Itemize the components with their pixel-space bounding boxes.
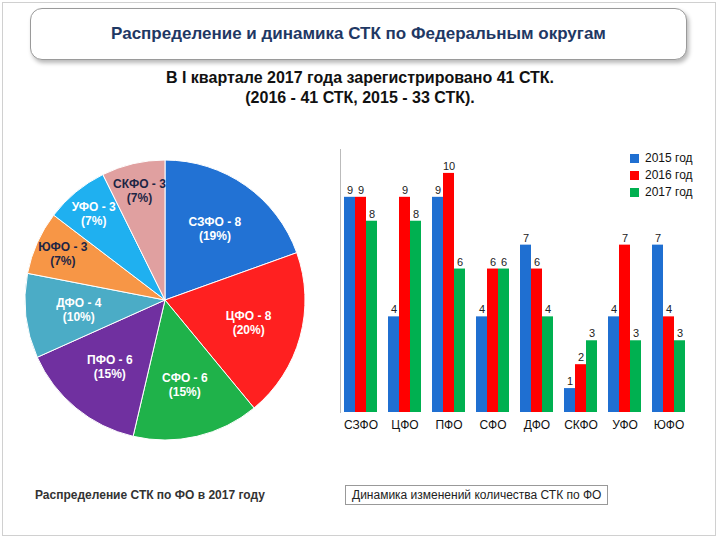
- svg-text:9: 9: [358, 184, 364, 196]
- svg-text:6: 6: [490, 256, 496, 268]
- svg-text:7: 7: [622, 232, 628, 244]
- html-text:2017 год: 2017 год: [645, 185, 693, 199]
- svg-text:ЮФО - 3(7%): ЮФО - 3(7%): [38, 240, 88, 268]
- svg-text:СКФО: СКФО: [564, 418, 598, 432]
- html-text:(2016 - 41 СТК, 2015 - 33 СТК): (2016 - 41 СТК, 2015 - 33 СТК).: [245, 89, 475, 106]
- html-text:Распределение и динамика СТК п: Распределение и динамика СТК по Федераль…: [111, 24, 606, 43]
- svg-text:10: 10: [443, 160, 455, 172]
- html-text:В I квартале 2017 года зарегис: В I квартале 2017 года зарегистрировано …: [166, 69, 554, 86]
- svg-text:6: 6: [457, 256, 463, 268]
- svg-text:3: 3: [633, 327, 639, 339]
- svg-text:СЗФО - 8(19%): СЗФО - 8(19%): [189, 215, 242, 243]
- svg-text:СКФО - 3(7%): СКФО - 3(7%): [113, 177, 166, 205]
- svg-text:4: 4: [391, 303, 397, 315]
- html-text:Распределение СТК по ФО в 2017: Распределение СТК по ФО в 2017 году: [35, 488, 265, 502]
- svg-text:9: 9: [402, 184, 408, 196]
- svg-text:4: 4: [479, 303, 485, 315]
- svg-text:УФО: УФО: [612, 418, 638, 432]
- svg-text:4: 4: [611, 303, 617, 315]
- svg-text:1: 1: [567, 375, 573, 387]
- svg-text:9: 9: [435, 184, 441, 196]
- svg-text:8: 8: [413, 208, 419, 220]
- svg-text:ПФО: ПФО: [435, 418, 462, 432]
- svg-text:ЮФО: ЮФО: [654, 418, 685, 432]
- svg-text:9: 9: [347, 184, 353, 196]
- svg-text:СФО - 6(15%): СФО - 6(15%): [162, 371, 208, 399]
- svg-text:3: 3: [589, 327, 595, 339]
- svg-text:3: 3: [677, 327, 683, 339]
- svg-text:4: 4: [545, 303, 551, 315]
- svg-text:2: 2: [578, 351, 584, 363]
- svg-text:ЦФО - 8(20%): ЦФО - 8(20%): [226, 309, 272, 337]
- svg-text:7: 7: [655, 232, 661, 244]
- svg-text:СЗФО: СЗФО: [344, 418, 378, 432]
- html-text:2016 год: 2016 год: [645, 168, 693, 182]
- svg-text:УФО - 3(7%): УФО - 3(7%): [72, 200, 116, 228]
- svg-text:ДФО: ДФО: [524, 418, 550, 432]
- html-text:2015 год: 2015 год: [645, 151, 693, 165]
- svg-text:7: 7: [523, 232, 529, 244]
- svg-text:6: 6: [501, 256, 507, 268]
- svg-text:ЦФО: ЦФО: [391, 418, 418, 432]
- svg-text:СФО: СФО: [479, 418, 506, 432]
- svg-text:6: 6: [534, 256, 540, 268]
- svg-text:8: 8: [369, 208, 375, 220]
- svg-text:ПФО - 6(15%): ПФО - 6(15%): [87, 353, 133, 381]
- svg-text:4: 4: [666, 303, 672, 315]
- svg-text:ДФО - 4(10%): ДФО - 4(10%): [56, 296, 102, 324]
- html-text:Динамика изменений количества: Динамика изменений количества СТК по ФО: [352, 488, 602, 502]
